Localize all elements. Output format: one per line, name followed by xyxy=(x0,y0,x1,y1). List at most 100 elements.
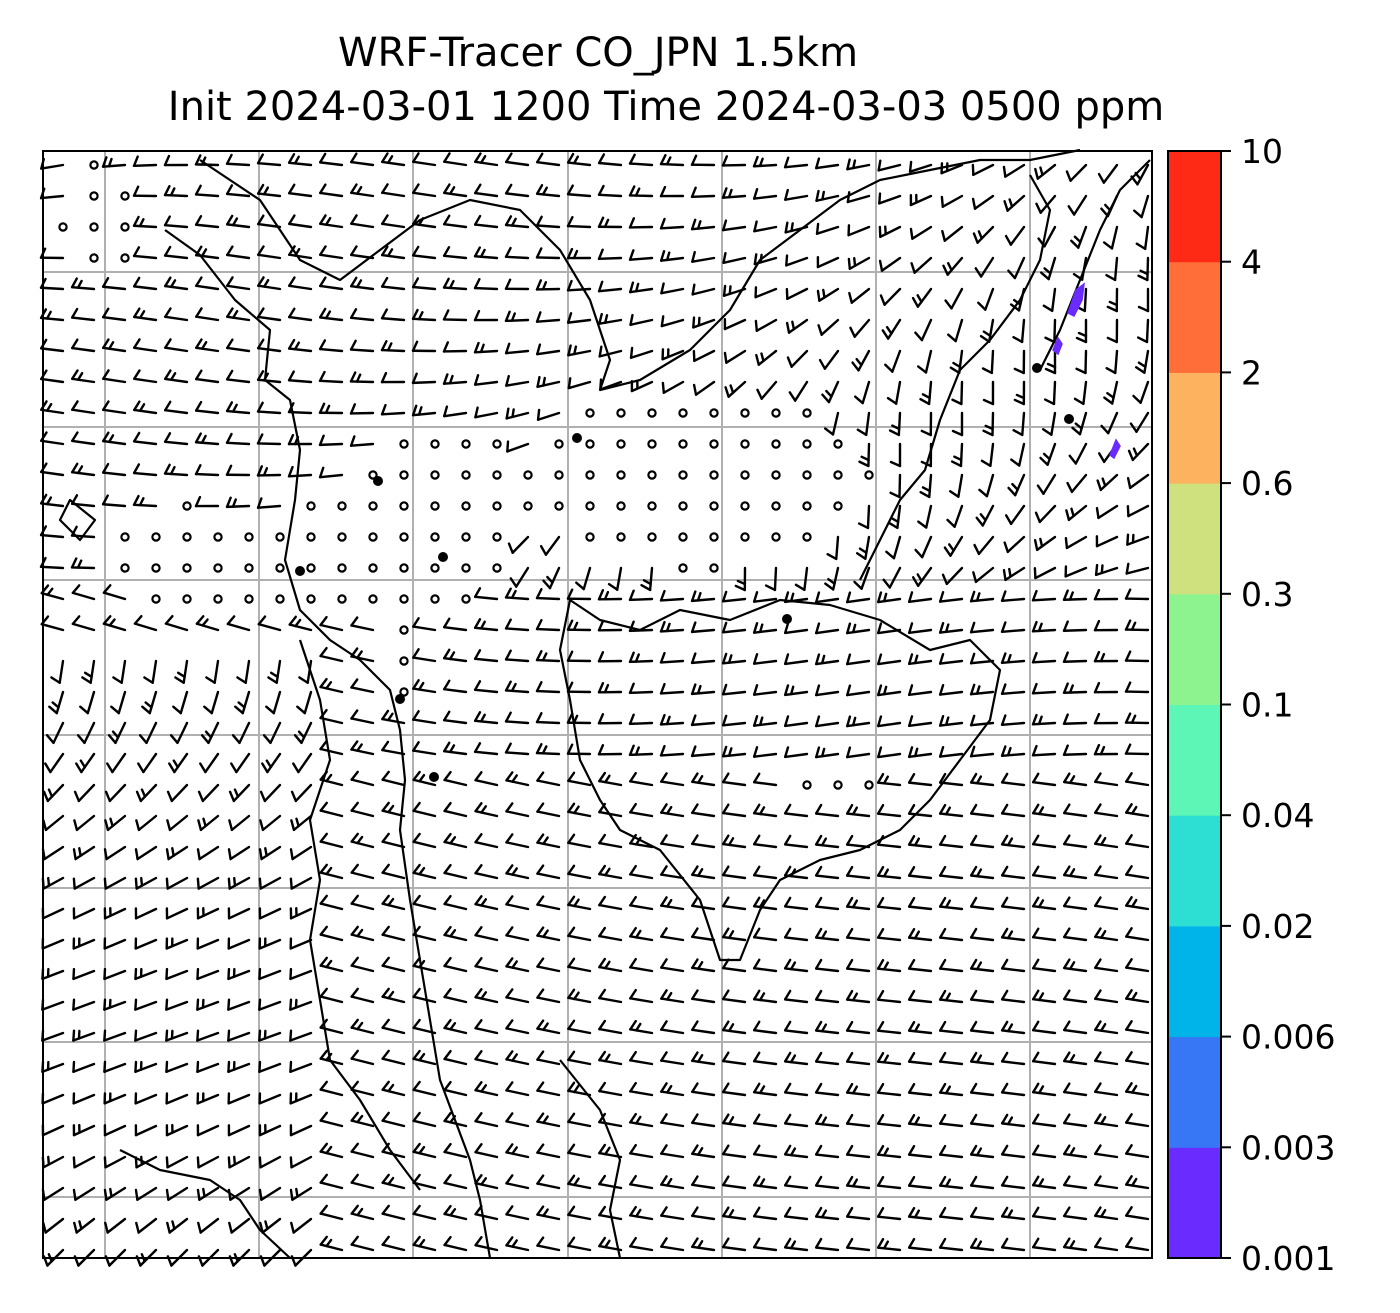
wind-barb xyxy=(381,1142,406,1159)
wind-barb xyxy=(567,1019,592,1035)
wind-barb xyxy=(535,184,561,198)
wind-barb xyxy=(909,193,933,207)
wind-barb xyxy=(350,1018,375,1035)
wind-barb xyxy=(690,621,716,634)
wind-barb xyxy=(938,652,964,665)
calm-wind-marker xyxy=(337,532,347,542)
wind-barb xyxy=(971,163,995,177)
wind-barb xyxy=(845,989,871,1004)
coastline-east-upper xyxy=(1039,159,1151,371)
wind-barb xyxy=(319,1173,344,1190)
wind-barb xyxy=(752,865,778,880)
wind-barb xyxy=(876,989,902,1004)
wind-barb xyxy=(536,1205,561,1221)
wind-barb xyxy=(443,894,468,911)
wind-barb xyxy=(258,876,282,890)
wind-barb xyxy=(597,651,623,663)
wind-barb xyxy=(536,343,561,356)
wind-barb xyxy=(723,349,747,364)
wind-barb xyxy=(659,217,685,230)
wind-barb xyxy=(1031,682,1057,695)
wind-barb xyxy=(349,403,375,415)
calm-wind-marker xyxy=(244,594,254,604)
wind-barb xyxy=(287,465,313,478)
colorbar-tick-label: 0.3 xyxy=(1241,575,1293,614)
wind-barb xyxy=(1063,803,1088,818)
calm-wind-marker xyxy=(585,408,595,418)
wind-barb xyxy=(236,659,251,684)
wind-barb xyxy=(196,1060,220,1073)
wind-barb xyxy=(814,896,840,911)
wind-barb xyxy=(163,215,189,229)
wind-barb xyxy=(597,280,623,293)
wind-barb xyxy=(132,155,158,168)
wind-barb xyxy=(881,318,902,340)
wind-barb xyxy=(112,659,127,684)
wind-barb xyxy=(885,535,902,560)
wind-barb xyxy=(884,349,902,373)
wind-barb xyxy=(1064,565,1088,578)
wind-barb xyxy=(76,721,96,745)
tracer-patch xyxy=(1109,438,1121,460)
wind-barb xyxy=(938,1175,964,1190)
wind-barb xyxy=(938,745,964,758)
wind-barb xyxy=(319,1235,344,1252)
wind-barb xyxy=(134,998,158,1011)
wind-barb xyxy=(536,1050,561,1066)
station-dot xyxy=(295,566,305,576)
station-dot xyxy=(1064,414,1074,424)
wind-barb xyxy=(1007,256,1026,280)
wind-barb xyxy=(1094,1113,1119,1128)
wind-barb xyxy=(227,1060,251,1073)
wind-barb xyxy=(539,535,561,556)
wind-barb xyxy=(350,214,375,229)
wind-barb xyxy=(566,184,592,198)
wind-barb xyxy=(938,865,964,880)
wind-barb xyxy=(536,988,561,1004)
wind-barb xyxy=(257,276,282,291)
calm-wind-marker xyxy=(833,501,843,511)
wind-barb xyxy=(350,863,375,880)
wind-barb xyxy=(690,154,716,167)
wind-barb xyxy=(225,153,251,167)
colorbar-ticks: 0.001 0.003 0.006 0.02 0.04 0.1 0.3 0.6 2 4 10 xyxy=(1221,132,1335,1278)
wind-barb xyxy=(168,752,189,774)
wind-barb xyxy=(319,832,344,849)
wind-barb xyxy=(1106,287,1119,313)
wind-barb xyxy=(660,1051,685,1066)
wind-barb xyxy=(289,1124,313,1137)
calm-wind-marker xyxy=(430,470,440,480)
wind-barb xyxy=(412,617,437,632)
wind-barb xyxy=(473,587,499,601)
wind-barb xyxy=(938,958,964,973)
wind-barb xyxy=(287,153,313,167)
calm-wind-marker xyxy=(89,222,99,232)
wind-barb xyxy=(691,989,716,1004)
colorbar-band xyxy=(1168,483,1221,595)
colorbar-tick-label: 0.04 xyxy=(1241,796,1314,835)
wind-barb xyxy=(879,287,902,306)
wind-barb xyxy=(381,214,406,229)
wind-barb xyxy=(691,772,716,787)
wind-barb xyxy=(473,246,499,260)
wind-barb xyxy=(907,591,933,604)
wind-barb xyxy=(629,313,654,326)
wind-barb xyxy=(1003,535,1026,554)
wind-barb xyxy=(72,967,96,981)
wind-barb xyxy=(411,404,437,417)
wind-barb xyxy=(876,927,902,942)
wind-barb xyxy=(474,864,499,880)
wind-barb xyxy=(721,865,747,880)
wind-barb xyxy=(785,287,809,301)
calm-wind-marker xyxy=(399,532,409,542)
wind-barb xyxy=(536,864,561,880)
colorbar-band xyxy=(1168,704,1221,816)
wind-barb xyxy=(876,1144,902,1159)
wind-barb xyxy=(443,1018,468,1035)
wind-barb xyxy=(350,1173,375,1190)
calm-wind-marker xyxy=(585,501,595,511)
wind-barb xyxy=(258,998,282,1011)
wind-barb xyxy=(70,277,96,291)
wind-barb xyxy=(227,1092,251,1105)
wind-barb xyxy=(1000,958,1026,973)
